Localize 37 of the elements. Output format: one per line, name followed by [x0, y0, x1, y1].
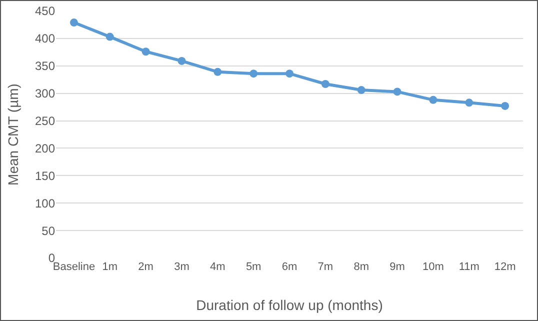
x-axis-title: Duration of follow up (months): [196, 297, 383, 313]
point: [142, 48, 150, 56]
x-tick-label: 7m: [318, 261, 334, 273]
x-tick-label: 6m: [282, 261, 298, 273]
x-tick-label: 4m: [210, 261, 226, 273]
point: [321, 80, 330, 88]
y-tick-label: 300: [34, 86, 56, 101]
y-tick-label: 50: [42, 224, 56, 238]
x-tick-label: 3m: [174, 261, 190, 273]
x-tick-label: 12m: [494, 261, 516, 273]
point: [393, 88, 402, 96]
y-tick-label: 400: [34, 32, 56, 46]
y-tick-label: 250: [34, 114, 56, 128]
x-tick-label: 1m: [102, 261, 118, 273]
point: [429, 96, 438, 104]
point: [357, 86, 366, 94]
point: [286, 70, 294, 78]
x-tick-label: 11m: [458, 261, 480, 273]
x-tick-label: 5m: [246, 261, 262, 273]
x-tick-label: 10m: [422, 261, 444, 273]
point: [501, 102, 510, 110]
y-tick-label: 150: [34, 168, 56, 183]
point: [214, 68, 222, 76]
x-tick-label: 9m: [390, 261, 405, 273]
point: [250, 70, 258, 78]
point: [178, 56, 186, 65]
point: [106, 32, 114, 41]
y-axis-title: Mean CMT (µm): [5, 84, 21, 186]
y-tick-label: 100: [34, 196, 56, 210]
y-tick-label: 450: [34, 4, 56, 18]
point: [70, 18, 78, 27]
x-tick-label: 8m: [354, 261, 369, 273]
x-tick-label: 2m: [138, 261, 154, 273]
y-tick-label: 350: [34, 59, 56, 74]
x-tick-label: Baseline: [52, 261, 96, 273]
y-tick-label: 200: [34, 141, 56, 156]
point: [465, 98, 474, 107]
